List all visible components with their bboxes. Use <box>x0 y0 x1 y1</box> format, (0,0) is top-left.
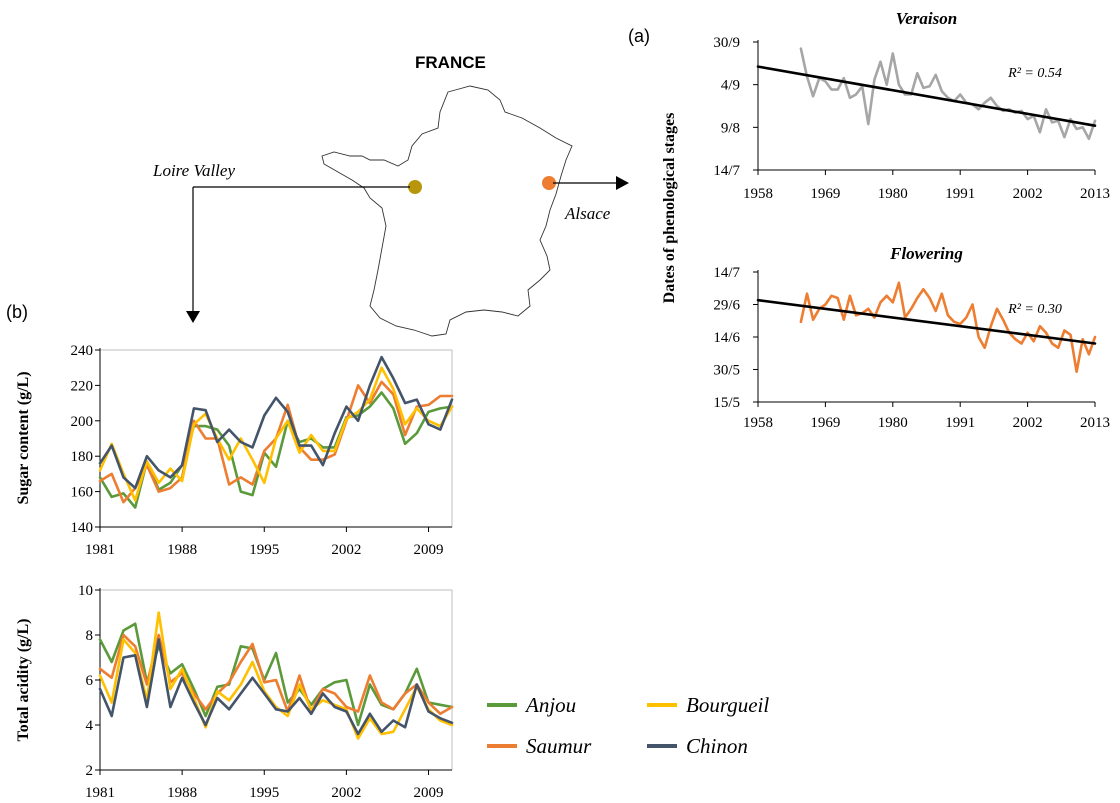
flowering-series-line <box>799 281 1097 374</box>
acidity-ylabel: Total acidity (g/L) <box>15 619 32 742</box>
panel-label-a: (a) <box>628 26 650 46</box>
sugar-xtick-label: 1981 <box>85 542 115 558</box>
sugar-ytick-label: 240 <box>71 343 94 359</box>
sugar-xtick-label: 2009 <box>414 542 444 558</box>
acidity-xtick-label: 1981 <box>85 785 115 801</box>
flowering-title: Flowering <box>889 244 963 263</box>
flowering-ytick-label: 15/5 <box>713 395 740 411</box>
flowering-xtick-label: 1958 <box>743 415 773 431</box>
veraison-series-line <box>799 47 1097 141</box>
flowering-xtick-label: 1980 <box>878 415 908 431</box>
acidity-xtick-label: 2009 <box>414 785 444 801</box>
sugar-ytick-label: 160 <box>71 485 94 501</box>
loire-arrow-head <box>186 311 200 323</box>
veraison-xtick-label: 1958 <box>743 186 773 202</box>
sugar-ylabel: Sugar content (g/L) <box>15 371 32 504</box>
acidity-xtick-label: 1995 <box>249 785 279 801</box>
veraison-ytick-label: 14/7 <box>713 163 740 179</box>
acidity-ytick-label: 10 <box>78 583 93 599</box>
acidity-chart: 2 4 6 8 10 1981 1988 1995 2002 2009 Total acidity … <box>15 583 454 801</box>
legend: Anjou Bourgueil Saumur Chinon <box>487 693 769 758</box>
sugar-xtick-label: 1988 <box>167 542 197 558</box>
flowering-chart: 15/5 30/5 14/6 29/6 14/7 1958 1969 1980 1991 2002… <box>713 244 1110 431</box>
sugar-ytick-label: 180 <box>71 449 94 465</box>
legend-label-chinon: Chinon <box>686 734 748 758</box>
sugar-series-bourgueil <box>98 366 454 502</box>
veraison-xtick-label: 1969 <box>810 186 840 202</box>
flowering-ytick-label: 14/6 <box>713 330 740 346</box>
acidity-series-saumur <box>98 633 454 716</box>
flowering-xtick-label: 1991 <box>945 415 975 431</box>
france-outline <box>321 85 573 337</box>
legend-label-saumur: Saumur <box>526 734 592 758</box>
sugar-ytick-label: 220 <box>71 378 94 394</box>
veraison-trend-line <box>756 65 1097 127</box>
acidity-series-chinon <box>98 638 454 736</box>
flowering-r2-annotation: R² = 0.30 <box>1007 302 1062 317</box>
veraison-xtick-label: 1991 <box>945 186 975 202</box>
veraison-ytick-label: 4/9 <box>721 78 740 94</box>
flowering-xtick-label: 1969 <box>810 415 840 431</box>
veraison-r2-annotation: R² = 0.54 <box>1007 66 1062 81</box>
legend-label-anjou: Anjou <box>524 693 576 717</box>
acidity-xtick-label: 2002 <box>331 785 361 801</box>
acidity-ytick-label: 6 <box>86 673 94 689</box>
flowering-xtick-label: 2013 <box>1080 415 1110 431</box>
veraison-chart: 14/7 9/8 4/9 30/9 1958 1969 1980 1991 2002 2013 Ve… <box>713 9 1110 202</box>
phenology-ylabel: Dates of phenological stages <box>661 113 678 304</box>
flowering-ytick-label: 14/7 <box>713 265 740 281</box>
acidity-xtick-label: 1988 <box>167 785 197 801</box>
veraison-xtick-label: 2013 <box>1080 186 1110 202</box>
flowering-ytick-label: 29/6 <box>713 298 740 314</box>
veraison-ytick-label: 9/8 <box>721 120 740 136</box>
veraison-xtick-label: 1980 <box>878 186 908 202</box>
alsace-marker <box>542 176 556 190</box>
flowering-trend-line <box>756 298 1097 345</box>
flowering-ytick-label: 30/5 <box>713 363 740 379</box>
legend-label-bourgueil: Bourgueil <box>686 693 769 717</box>
loire-valley-marker <box>408 180 422 194</box>
sugar-ytick-label: 200 <box>71 414 94 430</box>
veraison-ytick-label: 30/9 <box>713 35 740 51</box>
acidity-ytick-label: 2 <box>86 763 94 779</box>
france-map: FRANCE Loire Valley Alsace <box>152 53 629 337</box>
flowering-xtick-label: 2002 <box>1013 415 1043 431</box>
veraison-title: Veraison <box>896 9 957 28</box>
acidity-ytick-label: 4 <box>86 718 94 734</box>
sugar-chart: 140 160 180 200 220 240 1981 1988 1995 2002 2009 Su… <box>15 343 454 558</box>
alsace-arrow-head <box>616 176 629 190</box>
loire-valley-label: Loire Valley <box>152 161 235 180</box>
acidity-ytick-label: 8 <box>86 628 94 644</box>
alsace-label: Alsace <box>564 204 611 223</box>
acidity-series-bourgueil <box>98 611 454 740</box>
sugar-xtick-label: 1995 <box>249 542 279 558</box>
sugar-xtick-label: 2002 <box>331 542 361 558</box>
sugar-series-chinon <box>98 355 454 490</box>
map-country-label: FRANCE <box>415 53 486 72</box>
panel-label-b: (b) <box>6 302 28 322</box>
sugar-ytick-label: 140 <box>71 520 94 536</box>
veraison-xtick-label: 2002 <box>1013 186 1043 202</box>
